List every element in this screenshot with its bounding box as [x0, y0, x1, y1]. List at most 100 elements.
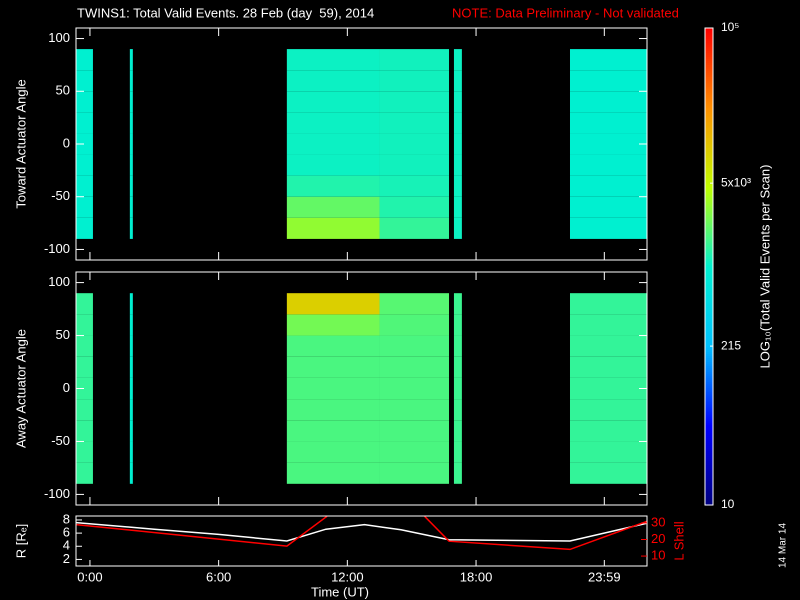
colorbar-step — [705, 213, 713, 217]
colorbar-step — [705, 189, 713, 193]
colorbar-step — [705, 365, 713, 369]
heat-cell — [129, 377, 133, 400]
heat-cell — [286, 133, 380, 155]
heat-cell — [286, 49, 380, 71]
heat-cell — [569, 133, 647, 155]
colorbar-step — [705, 308, 713, 312]
y-tick-label: -50 — [51, 188, 70, 203]
heat-cell — [286, 441, 380, 463]
colorbar-step — [705, 137, 713, 140]
colorbar-step — [705, 430, 713, 433]
colorbar-step — [705, 410, 713, 413]
colorbar-step — [705, 92, 713, 96]
heat-cell — [76, 356, 93, 378]
colorbar-step — [705, 476, 713, 480]
y2-axis-label: L Shell — [671, 521, 686, 560]
heat-cell — [569, 175, 647, 197]
heat-cell — [286, 399, 380, 421]
plot-frame — [75, 515, 648, 567]
colorbar-step — [705, 38, 713, 41]
y-tick-label: -100 — [44, 241, 70, 256]
y-tick-label: 2 — [63, 551, 70, 566]
heat-cell — [379, 314, 450, 336]
colorbar-step — [705, 500, 713, 504]
heat-cell — [76, 154, 93, 176]
y2-tick-label: 30 — [651, 514, 665, 529]
colorbar-step — [705, 82, 713, 86]
colorbar-step — [705, 333, 713, 336]
colorbar-step — [705, 438, 713, 441]
colorbar-step — [705, 171, 713, 175]
colorbar-step — [705, 312, 713, 316]
heat-cell — [453, 314, 462, 336]
colorbar-step — [705, 268, 713, 272]
heat-cell — [76, 112, 93, 134]
colorbar-step — [705, 385, 713, 389]
colorbar-step — [705, 183, 713, 187]
colorbar-step — [705, 474, 713, 478]
colorbar-step — [705, 246, 713, 249]
colorbar-step — [705, 151, 713, 154]
heat-cell — [379, 293, 450, 315]
colorbar-step — [705, 205, 713, 209]
y-tick-label: 100 — [48, 30, 70, 45]
colorbar-step — [705, 399, 713, 403]
heat-cell — [286, 293, 380, 315]
x-tick-label: 0:00 — [77, 569, 102, 584]
colorbar-step — [705, 482, 713, 486]
colorbar-step — [705, 274, 713, 278]
colorbar-step — [705, 428, 713, 431]
colorbar-step — [705, 145, 713, 148]
colorbar-step — [705, 236, 713, 239]
y-tick-label: -100 — [44, 486, 70, 501]
heat-cell — [379, 112, 450, 134]
colorbar-step — [705, 393, 713, 397]
heat-cell — [286, 112, 380, 134]
colorbar-step — [705, 403, 713, 407]
heat-cell — [453, 420, 462, 442]
heat-cell — [379, 91, 450, 113]
colorbar-step — [705, 193, 713, 197]
colorbar-step — [705, 496, 713, 500]
y-tick-label: 0 — [63, 135, 70, 150]
heat-cell — [129, 49, 133, 71]
colorbar-step — [705, 434, 713, 437]
colorbar-step — [705, 456, 713, 460]
colorbar-step — [705, 468, 713, 472]
y-tick-label: 50 — [56, 327, 70, 342]
colorbar-step — [705, 302, 713, 306]
colorbar-step — [705, 155, 713, 158]
colorbar-step — [705, 383, 713, 387]
colorbar-step — [705, 492, 713, 496]
colorbar-step — [705, 76, 713, 80]
colorbar-step — [705, 122, 713, 126]
x-tick-label: 23:59 — [588, 569, 621, 584]
colorbar-step — [705, 112, 713, 116]
heat-cell — [379, 462, 450, 484]
heat-cell — [379, 70, 450, 92]
heat-cell — [453, 196, 462, 218]
x-tick-label: 6:00 — [206, 569, 231, 584]
heat-cell — [379, 335, 450, 357]
heat-cell — [76, 217, 93, 239]
heat-cell — [379, 175, 450, 197]
colorbar-step — [705, 100, 713, 104]
colorbar-step — [705, 165, 713, 169]
colorbar-step — [705, 502, 713, 506]
colorbar-step — [705, 207, 713, 211]
colorbar-step — [705, 389, 713, 393]
heat-cell — [129, 441, 133, 463]
data-line — [76, 516, 647, 551]
colorbar-step — [705, 250, 713, 253]
heat-cell — [286, 196, 380, 218]
colorbar-step — [705, 242, 713, 245]
colorbar-step — [705, 337, 713, 340]
colorbar-step — [705, 181, 713, 185]
colorbar-step — [705, 90, 713, 94]
colorbar-step — [705, 448, 713, 452]
heat-cell — [569, 335, 647, 357]
colorbar-step — [705, 175, 713, 179]
colorbar-step — [705, 345, 713, 348]
colorbar-step — [705, 118, 713, 122]
colorbar-step — [705, 292, 713, 296]
